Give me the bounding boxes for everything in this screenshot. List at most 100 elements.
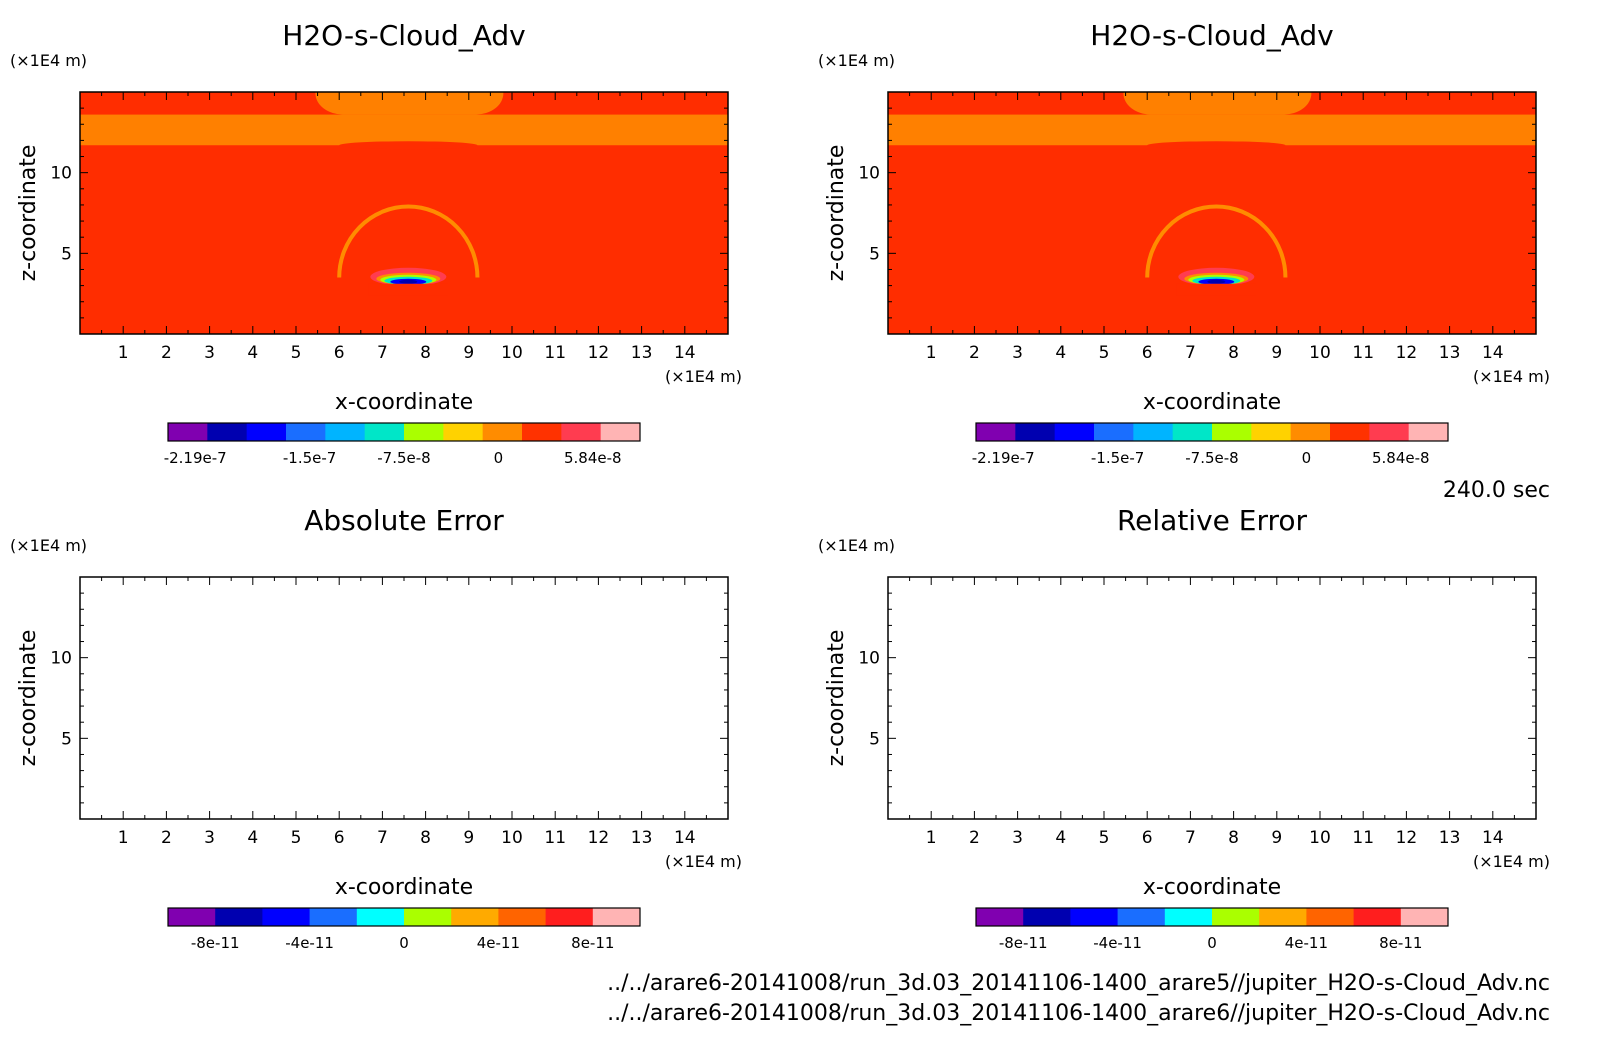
colorbar-swatch [356, 908, 405, 926]
colorbar-tick-label: 8e-11 [1379, 934, 1422, 952]
x-tick-label: 11 [1352, 828, 1374, 848]
dome-outline [337, 204, 480, 278]
colorbar-tick-label: -1.5e-7 [283, 449, 336, 467]
x-tick-label: 2 [161, 343, 172, 363]
colorbar-swatch [1054, 423, 1095, 441]
colorbar-swatch [1212, 423, 1252, 441]
x-tick-label: 6 [334, 343, 345, 363]
blob-core [1207, 279, 1226, 284]
colorbar-frame [167, 907, 641, 927]
colorbar-frame [975, 422, 1449, 442]
colorbar-tick-label: 8e-11 [571, 934, 614, 952]
colorbar-tick-label: 4e-11 [477, 934, 520, 952]
x-tick-label: 3 [1012, 343, 1023, 363]
cap-underside [1147, 141, 1286, 150]
colorbar-tick-label: -4e-11 [285, 934, 334, 952]
y-tick-label: 5 [869, 244, 880, 264]
panel-2: H2O-s-Cloud_Adv(×1E4 m)1 2 3 4 5 6 7 8 9 10 11 12 13… [818, 19, 1550, 467]
colorbar-swatch [1400, 908, 1449, 926]
x-tick-label: 6 [1142, 828, 1153, 848]
x-tick-label: 13 [1439, 343, 1461, 363]
colorbar-swatch [1133, 423, 1174, 441]
y-axis-label: z-coordinate [824, 630, 849, 767]
heatmap-field [80, 92, 728, 334]
file-path-2: ../../arare6-20141008/run_3d.03_20141106… [607, 1001, 1550, 1026]
y-tick-label: 10 [50, 649, 72, 669]
x-tick-label: 3 [1012, 828, 1023, 848]
panel-1: H2O-s-Cloud_Adv(×1E4 m)1 2 3 4 5 6 7 8 9 10 11 12 13… [10, 19, 742, 467]
x-tick-label: 4 [247, 343, 258, 363]
colorbar-swatch [1070, 908, 1119, 926]
colorbar: -8e-11 -4e-11 0 4e-11 8e-11 [975, 907, 1449, 952]
colorbar-swatch [1172, 423, 1213, 441]
x-axis-label: x-coordinate [335, 390, 473, 415]
plot-frame [887, 576, 1537, 820]
x-tick-label: 10 [501, 343, 523, 363]
x-tick-label: 10 [1309, 828, 1331, 848]
colorbar-tick-label: 0 [1302, 449, 1312, 467]
colorbar-swatch [325, 423, 366, 441]
x-tick-label: 10 [1309, 343, 1331, 363]
colorbar-swatch [246, 423, 287, 441]
x-axis-label: x-coordinate [1143, 390, 1281, 415]
x-tick-label: 1 [118, 828, 129, 848]
colorbar-tick-label: -2.19e-7 [972, 449, 1035, 467]
colorbar-tick-label: -8e-11 [999, 934, 1048, 952]
x-tick-label: 13 [631, 343, 653, 363]
colorbar-swatch [1330, 423, 1370, 441]
x-unit-label: (×1E4 m) [665, 852, 742, 871]
colorbar-swatch [1353, 908, 1402, 926]
x-tick-label: 8 [1228, 343, 1239, 363]
x-tick-label: 2 [969, 343, 980, 363]
x-tick-label: 4 [1055, 828, 1066, 848]
colorbar-frame [167, 422, 641, 442]
x-tick-label: 2 [969, 828, 980, 848]
x-tick-label: 5 [1099, 828, 1110, 848]
x-tick-label: 3 [204, 828, 215, 848]
colorbar-tick-label: 0 [494, 449, 504, 467]
colorbar-swatch [404, 908, 452, 926]
orange-cap [315, 92, 504, 115]
colorbar-swatch [482, 423, 523, 441]
x-tick-label: 1 [118, 343, 129, 363]
colorbar-swatch [592, 908, 641, 926]
x-tick-label: 11 [1352, 343, 1374, 363]
x-tick-label: 7 [377, 828, 388, 848]
x-unit-label: (×1E4 m) [665, 367, 742, 386]
colorbar: -2.19e-7 -1.5e-7 -7.5e-8 0 5.84e-8 [972, 422, 1449, 467]
colorbar-swatch [1023, 908, 1071, 926]
colorbar-tick-label: 0 [1207, 934, 1217, 952]
x-tick-label: 9 [463, 828, 474, 848]
x-tick-label: 13 [1439, 828, 1461, 848]
colorbar-swatch [451, 908, 499, 926]
colorbar-tick-label: -1.5e-7 [1091, 449, 1144, 467]
colorbar-swatch [1212, 908, 1260, 926]
blob-mask [368, 283, 449, 296]
x-tick-label: 14 [674, 828, 696, 848]
colorbar-swatch [1408, 423, 1449, 441]
panel-3: Absolute Error(×1E4 m)1 2 3 4 5 6 7 8 9 10 11 12 13 1… [10, 504, 742, 952]
colorbar-tick-label: -8e-11 [191, 934, 240, 952]
x-tick-label: 10 [501, 828, 523, 848]
y-tick-label: 10 [858, 164, 880, 184]
colorbar-tick-label: -4e-11 [1093, 934, 1142, 952]
colorbar-swatch [1306, 908, 1355, 926]
colorbar-tick-label: 5.84e-8 [1372, 449, 1430, 467]
x-tick-label: 6 [1142, 343, 1153, 363]
panel-title: Relative Error [1117, 504, 1308, 537]
y-tick-label: 10 [858, 649, 880, 669]
x-tick-label: 4 [247, 828, 258, 848]
x-tick-label: 1 [926, 343, 937, 363]
y-tick-label: 10 [50, 164, 72, 184]
colorbar-swatch [1369, 423, 1410, 441]
x-tick-label: 12 [588, 343, 610, 363]
colorbar-swatch [286, 423, 326, 441]
x-tick-label: 9 [1271, 343, 1282, 363]
colorbar-swatch [976, 908, 1024, 926]
cap-underside [339, 141, 478, 150]
x-tick-label: 9 [463, 343, 474, 363]
x-tick-label: 4 [1055, 343, 1066, 363]
orange-band [888, 114, 1536, 146]
x-tick-label: 2 [161, 828, 172, 848]
